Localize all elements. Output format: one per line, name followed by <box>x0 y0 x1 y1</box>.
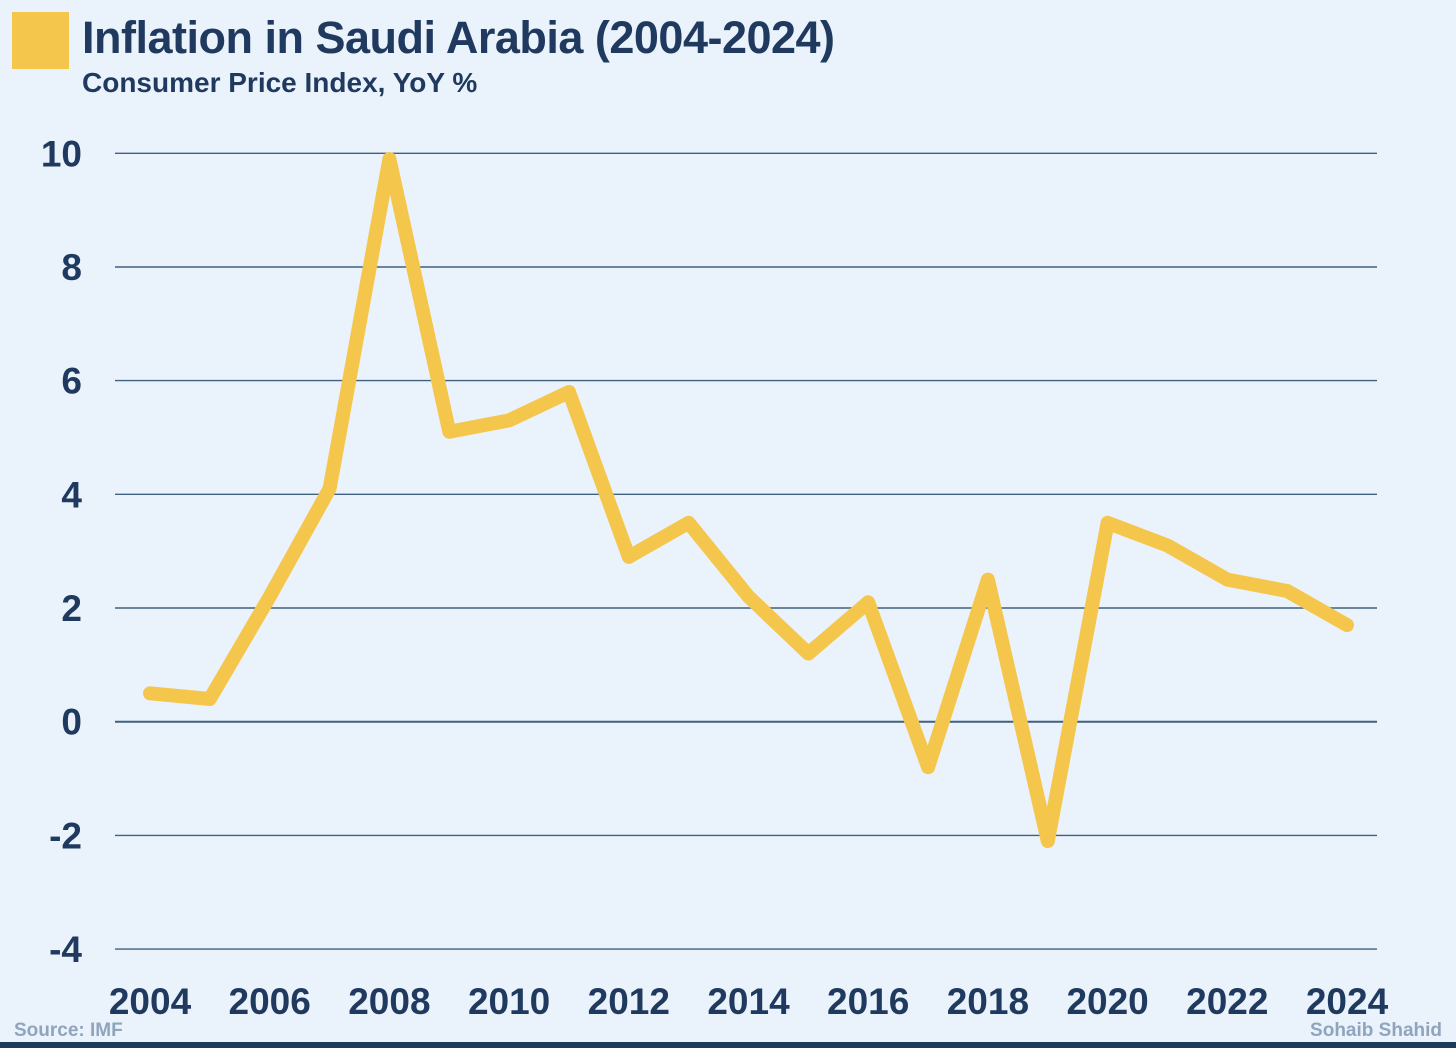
y-axis-tick: 8 <box>61 247 82 288</box>
title-block: Inflation in Saudi Arabia (2004-2024) Co… <box>82 12 835 99</box>
x-axis-tick: 2008 <box>348 981 430 1022</box>
y-axis-tick: 10 <box>41 133 82 174</box>
chart-subtitle: Consumer Price Index, YoY % <box>82 66 478 98</box>
x-axis-tick: 2012 <box>588 981 670 1022</box>
y-axis-tick: -2 <box>49 815 82 856</box>
x-axis-tick: 2018 <box>947 981 1029 1022</box>
bottom-accent-bar <box>0 1042 1456 1048</box>
x-axis-tick: 2014 <box>707 981 790 1022</box>
title-accent-square <box>12 12 69 69</box>
chart-footer: Source: IMF Sohaib Shahid <box>14 1019 1442 1043</box>
y-axis-tick: 0 <box>61 702 82 743</box>
y-axis-tick: -4 <box>49 929 82 970</box>
y-axis-tick: 4 <box>61 474 82 515</box>
x-axis-tick: 2016 <box>827 981 909 1022</box>
source-label: Source: IMF <box>14 1020 123 1041</box>
y-axis-tick: 6 <box>61 361 82 402</box>
chart-header: Inflation in Saudi Arabia (2004-2024) Co… <box>12 12 835 99</box>
x-axis-tick: 2020 <box>1066 981 1148 1022</box>
chart-title: Inflation in Saudi Arabia (2004-2024) <box>82 12 835 63</box>
y-axis-tick: 2 <box>61 588 82 629</box>
x-axis-tick: 2010 <box>468 981 550 1022</box>
x-axis-tick: 2022 <box>1186 981 1268 1022</box>
inflation-line <box>143 152 1354 849</box>
x-axis-tick: 2004 <box>109 981 192 1022</box>
x-axis-tick: 2006 <box>229 981 311 1022</box>
x-axis-tick: 2024 <box>1306 981 1389 1022</box>
author-label: Sohaib Shahid <box>1310 1020 1442 1041</box>
